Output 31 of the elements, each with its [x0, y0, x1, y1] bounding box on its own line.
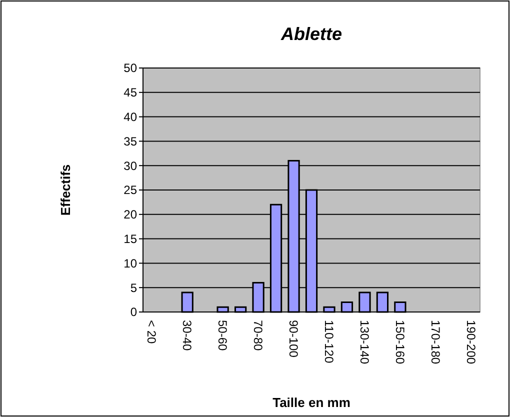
x-tick-label: 50-60	[216, 320, 230, 352]
y-tick-label: 40	[124, 110, 138, 124]
y-tick-label: 35	[124, 134, 138, 148]
bar	[394, 301, 406, 313]
y-tick-label: 10	[124, 256, 138, 270]
y-tick-label: 20	[124, 208, 138, 222]
bar	[181, 292, 194, 313]
x-tick-label: 110-120	[322, 320, 336, 364]
y-tick-label: 30	[124, 158, 138, 173]
bar	[216, 306, 229, 313]
chart-title: Ablette	[280, 24, 342, 44]
x-tick-label: 150-160	[392, 320, 407, 364]
x-tick-label: < 20	[144, 320, 159, 344]
x-axis-title: Taille en mm	[272, 395, 350, 410]
y-tick-label: 0	[130, 305, 138, 320]
y-tick-label: 45	[124, 86, 138, 100]
bar	[340, 301, 354, 313]
y-tick-label: 15	[124, 232, 138, 246]
bar	[376, 292, 389, 313]
bar	[358, 292, 371, 313]
bar	[323, 306, 336, 313]
x-tick-label: 90-100	[286, 320, 301, 358]
y-tick-label: 50	[124, 61, 138, 76]
y-tick-label: 5	[130, 280, 138, 295]
x-tick-label: 70-80	[251, 320, 266, 352]
x-tick-label: 170-180	[428, 320, 442, 364]
x-tick-label: 190-200	[464, 320, 478, 364]
x-tick-label: 30-40	[180, 320, 194, 352]
y-tick-label: 25	[124, 183, 138, 198]
y-axis-title: Effectifs	[58, 164, 73, 216]
x-tick-label: 130-140	[358, 320, 372, 364]
